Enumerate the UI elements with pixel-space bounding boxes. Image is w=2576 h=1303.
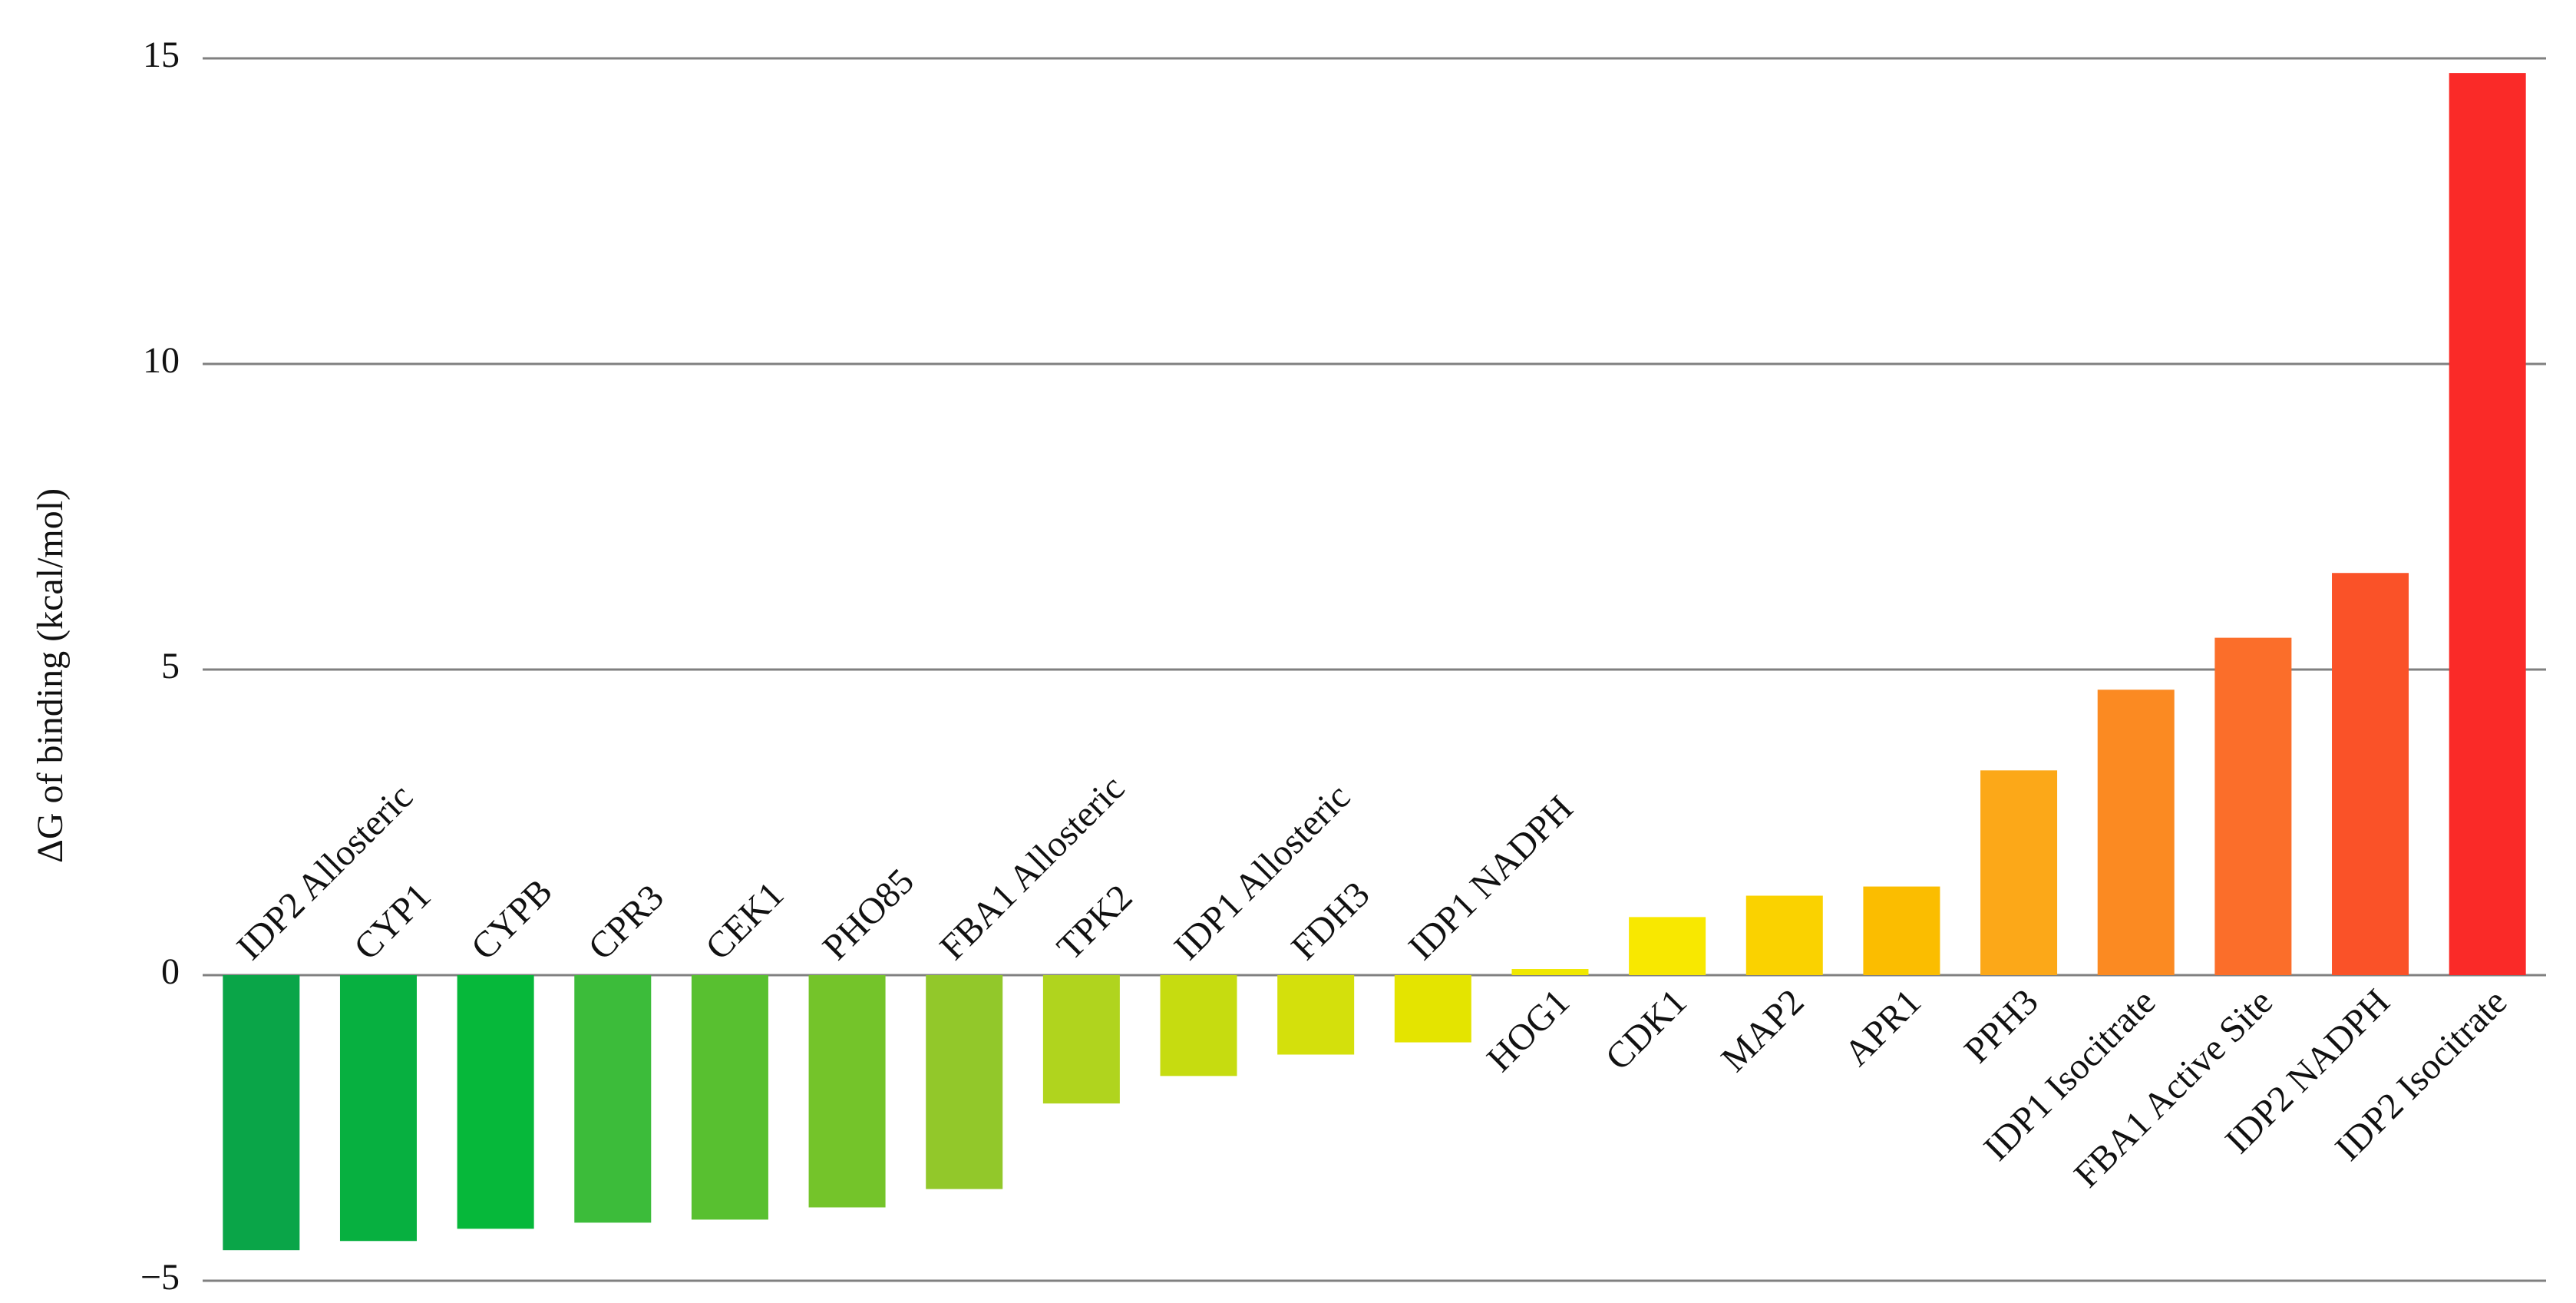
x-tick-label: CYPB [464, 871, 560, 967]
x-tick-label: TPK2 [1049, 877, 1141, 968]
bar [1863, 886, 1940, 975]
bar [808, 975, 886, 1208]
x-tick-label: IDP1 NADPH [1401, 788, 1581, 968]
bar [2332, 573, 2409, 975]
x-tick-label: CYP1 [346, 875, 438, 967]
bar [457, 975, 534, 1229]
x-tick-label: HOG1 [1479, 981, 1577, 1080]
y-tick-label: 10 [143, 340, 180, 381]
bar [1160, 975, 1237, 1076]
bar [1277, 975, 1355, 1055]
bar [1511, 969, 1589, 975]
bar [339, 975, 417, 1242]
bar [926, 975, 1003, 1189]
bar [223, 975, 300, 1251]
x-tick-label: PHO85 [815, 861, 922, 967]
bar [1394, 975, 1471, 1043]
y-tick-label: 5 [161, 646, 180, 686]
bar [2214, 637, 2292, 975]
y-tick-label: −5 [140, 1257, 180, 1298]
bar [2449, 73, 2526, 975]
x-tick-label: PPH3 [1957, 981, 2046, 1071]
bar [1042, 975, 1120, 1104]
bar [1980, 770, 2058, 975]
y-axis-label: ΔG of binding (kcal/mol) [30, 488, 71, 863]
x-tick-label: FDH3 [1283, 874, 1377, 967]
x-tick-label: APR1 [1837, 981, 1929, 1073]
bar [1745, 895, 1823, 975]
x-tick-label: CEK1 [698, 874, 791, 967]
x-tick-label: FBA1 Active Site [2066, 981, 2280, 1196]
x-tick-label: CPR3 [580, 877, 672, 968]
bar [574, 975, 652, 1223]
y-tick-label: 15 [143, 35, 180, 75]
bar [1629, 917, 1706, 975]
bar [691, 975, 768, 1220]
bar [2097, 690, 2175, 975]
x-tick-label: MAP2 [1713, 981, 1811, 1080]
y-tick-label: 0 [161, 951, 180, 992]
x-tick-label: CDK1 [1598, 981, 1695, 1078]
